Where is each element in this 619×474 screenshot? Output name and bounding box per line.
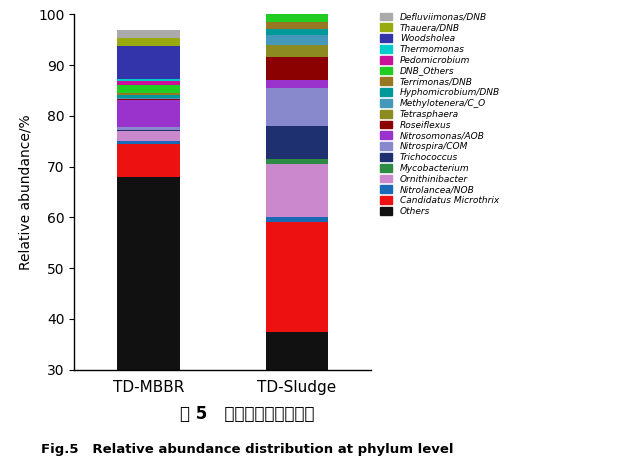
Bar (266, 88, 328, 126)
Bar (118, 177, 180, 370)
Bar (266, 222, 328, 332)
Bar (118, 98, 180, 99)
Bar (118, 81, 180, 85)
Bar (118, 46, 180, 79)
Bar (118, 144, 180, 177)
Bar (118, 93, 180, 95)
Bar (266, 0, 328, 22)
Bar (118, 131, 180, 141)
Bar (118, 128, 180, 130)
Bar (118, 100, 180, 128)
Bar (266, 80, 328, 88)
Bar (118, 30, 180, 38)
Bar (266, 45, 328, 57)
Bar (118, 141, 180, 144)
Bar (266, 164, 328, 218)
Text: Fig.5   Relative abundance distribution at phylum level: Fig.5 Relative abundance distribution at… (41, 443, 454, 456)
Bar (266, 332, 328, 370)
Bar (266, 57, 328, 80)
Bar (266, 126, 328, 159)
Y-axis label: Relative abundance/%: Relative abundance/% (19, 114, 33, 270)
Bar (266, 22, 328, 29)
Bar (118, 85, 180, 93)
Bar (266, 29, 328, 35)
Bar (118, 79, 180, 81)
Bar (118, 130, 180, 131)
Text: 图 5   属水平物种相对丰度: 图 5 属水平物种相对丰度 (180, 405, 315, 423)
Legend: Defluviimonas/DNB, Thauera/DNB, Woodsholea, Thermomonas, Pedomicrobium, DNB_Othe: Defluviimonas/DNB, Thauera/DNB, Woodshol… (379, 12, 501, 217)
Bar (266, 218, 328, 222)
Bar (266, 159, 328, 164)
Bar (118, 38, 180, 46)
Bar (118, 95, 180, 98)
Bar (266, 35, 328, 45)
Bar (118, 99, 180, 100)
